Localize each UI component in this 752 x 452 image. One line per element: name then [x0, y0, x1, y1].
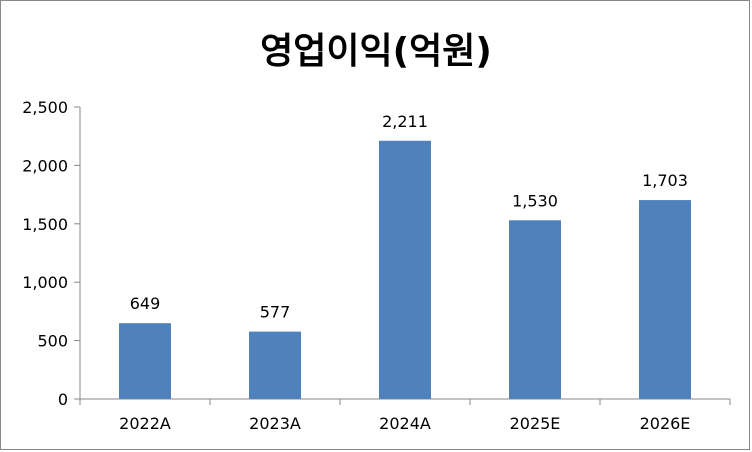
data-label-2022A: 649	[130, 294, 161, 313]
bar-2024A	[379, 140, 431, 400]
data-label-2023A: 577	[260, 303, 291, 322]
bar-2026E	[639, 200, 691, 399]
x-tick-label-2026E: 2026E	[640, 414, 691, 433]
y-tick-label: 500	[37, 332, 68, 351]
x-tick-label-2024A: 2024A	[379, 414, 431, 433]
data-label-2025E: 1,530	[512, 191, 558, 210]
y-tick-label: 2,500	[22, 98, 68, 117]
x-tick-label-2022A: 2022A	[119, 414, 171, 433]
bar-2025E	[509, 220, 561, 399]
data-label-2026E: 1,703	[642, 171, 688, 190]
data-label-2024A: 2,211	[382, 112, 428, 131]
chart-title: 영업이익(억원)	[260, 31, 492, 72]
y-tick-label: 1,000	[22, 273, 68, 292]
x-tick-label-2025E: 2025E	[510, 414, 561, 433]
y-tick-label: 0	[58, 390, 68, 409]
x-tick-label-2023A: 2023A	[249, 414, 301, 433]
bar-2022A	[119, 323, 171, 399]
y-tick-label: 1,500	[22, 215, 68, 234]
y-tick-label: 2,000	[22, 156, 68, 175]
bar-2023A	[249, 331, 301, 399]
